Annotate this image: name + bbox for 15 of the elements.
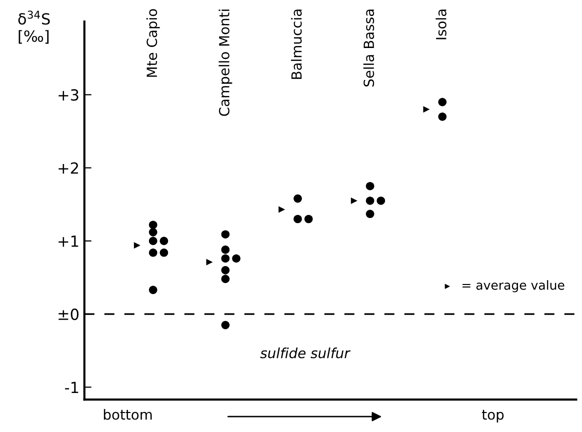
y-tick-label: +3 (58, 89, 78, 101)
y-tick-label: +1 (58, 236, 78, 247)
annotation: sulfide sulfur (260, 348, 351, 358)
y-tick-label: +2 (58, 162, 78, 174)
x-tick-label: Campello Monti (218, 10, 232, 116)
text: bottom (104, 409, 152, 420)
x-tick-label: Balmuccia (291, 10, 302, 79)
x-tick-label: Isola (436, 10, 446, 40)
y-tick-label: ±0 (58, 308, 79, 320)
y-axis-title: δ$^{34}$S [‰] (18, 10, 50, 44)
legend-label: = average value (462, 280, 564, 292)
text: top (482, 410, 504, 422)
x-tick-label: Sella Bassa (363, 10, 374, 86)
y-tick-label: -1 (65, 382, 78, 393)
x-tick-label: Mte Capio (146, 9, 160, 77)
